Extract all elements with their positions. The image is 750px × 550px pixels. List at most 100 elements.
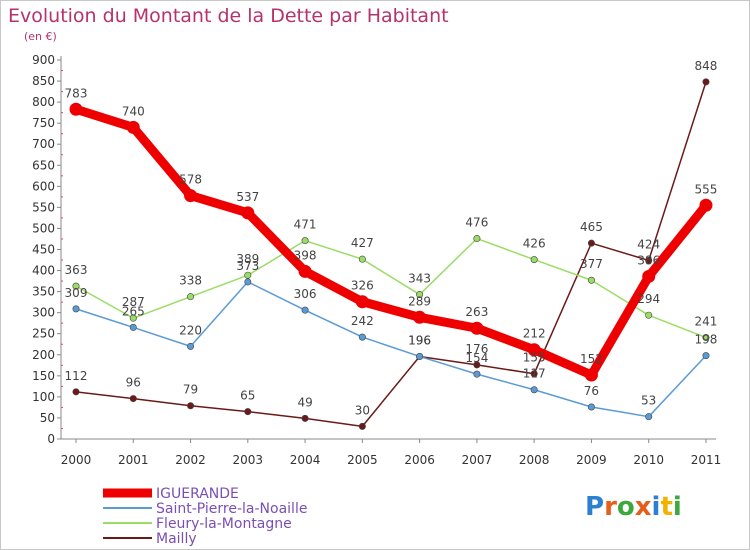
data-label: 112 [65, 369, 88, 383]
data-point [416, 291, 424, 299]
data-point [584, 368, 598, 382]
y-tick-label: 350 [32, 285, 55, 299]
data-label: 117 [523, 367, 546, 381]
x-tick-label: 2009 [576, 453, 607, 467]
data-label: 196 [408, 333, 431, 347]
x-tick-label: 2006 [404, 453, 435, 467]
data-point [129, 395, 137, 403]
y-tick-label: 300 [32, 306, 55, 320]
data-point [355, 295, 369, 309]
x-tick-label: 2002 [175, 453, 206, 467]
data-label: 30 [355, 403, 370, 417]
data-point [530, 370, 538, 378]
data-label: 263 [465, 305, 488, 319]
data-point [69, 102, 83, 116]
x-tick-label: 2007 [462, 453, 493, 467]
data-point [301, 306, 309, 314]
chart-subtitle: (en €) [24, 30, 57, 43]
legend: IGUERANDESaint-Pierre-la-NoailleFleury-l… [103, 486, 307, 547]
data-point [645, 311, 653, 319]
y-tick-label: 0 [47, 432, 55, 446]
data-point [587, 403, 595, 411]
data-point [187, 293, 195, 301]
y-tick-label: 100 [32, 390, 55, 404]
data-label: 53 [641, 394, 656, 408]
y-tick-label: 450 [32, 243, 55, 257]
data-label: 389 [236, 252, 259, 266]
series-layer [69, 78, 713, 430]
data-point [702, 334, 710, 342]
data-point [645, 413, 653, 421]
data-point [530, 256, 538, 264]
x-tick-label: 2011 [691, 453, 722, 467]
data-label: 398 [294, 248, 317, 262]
data-point [187, 342, 195, 350]
data-label: 176 [465, 342, 488, 356]
x-tick-label: 2005 [347, 453, 378, 467]
data-label: 49 [297, 395, 312, 409]
data-label: 220 [179, 323, 202, 337]
y-tick-label: 750 [32, 116, 55, 130]
data-labels: 112 96 79 65 49 30 196 176 155 465 424 848 309 265 220… [65, 59, 718, 417]
data-label: 287 [122, 295, 145, 309]
data-label: 265 [122, 304, 145, 318]
y-tick-label: 150 [32, 369, 55, 383]
data-point [587, 276, 595, 284]
y-tick-label: 650 [32, 158, 55, 172]
y-tick-label: 850 [32, 74, 55, 88]
x-tick-label: 2000 [61, 453, 92, 467]
data-label: 424 [637, 237, 660, 251]
series-line [71, 104, 711, 380]
data-label: 471 [294, 218, 317, 232]
x-tick-label: 2003 [233, 453, 264, 467]
legend-label: Saint-Pierre-la-Noaille [156, 501, 307, 517]
proxiti-logo: Proxiti [585, 492, 682, 522]
data-point [301, 237, 309, 245]
data-point [527, 343, 541, 357]
data-label: 386 [637, 253, 660, 267]
data-point [241, 206, 255, 220]
data-point [358, 333, 366, 341]
data-point [645, 256, 653, 264]
data-label: 289 [408, 294, 431, 308]
logo-letter: i [652, 492, 661, 522]
logo-letter: o [617, 492, 635, 522]
x-tick-label: 2008 [519, 453, 550, 467]
data-point [72, 282, 80, 290]
legend-label: Mailly [156, 531, 197, 547]
data-point [470, 321, 484, 335]
data-label: 343 [408, 272, 431, 286]
y-tick-label: 50 [40, 411, 55, 425]
axes: 0 50 100 150 200 250 300 350 400 450 500 550 600 650 7… [32, 53, 721, 467]
data-label: 76 [584, 384, 599, 398]
data-point [473, 361, 481, 369]
x-tick-label: 2001 [118, 453, 149, 467]
y-tick-label: 200 [32, 348, 55, 362]
data-label: 65 [240, 389, 255, 403]
data-label: 155 [523, 351, 546, 365]
logo-letter: i [673, 492, 682, 522]
data-label: 476 [465, 216, 488, 230]
y-tick-label: 550 [32, 200, 55, 214]
data-label: 309 [65, 286, 88, 300]
data-point [126, 120, 140, 134]
data-point [72, 388, 80, 396]
data-point [244, 278, 252, 286]
y-tick-label: 250 [32, 327, 55, 341]
data-label: 326 [351, 279, 374, 293]
series-line [75, 281, 707, 418]
legend-label: IGUERANDE [156, 486, 239, 502]
data-label: 783 [65, 86, 88, 100]
data-point [298, 264, 312, 278]
logo-letter: x [635, 492, 652, 522]
series-line [75, 81, 707, 428]
data-point [416, 352, 424, 360]
data-label: 848 [695, 59, 718, 73]
data-point [358, 422, 366, 430]
data-point [702, 78, 710, 86]
logo-letter: r [604, 492, 617, 522]
data-label: 242 [351, 314, 374, 328]
data-point [358, 255, 366, 263]
